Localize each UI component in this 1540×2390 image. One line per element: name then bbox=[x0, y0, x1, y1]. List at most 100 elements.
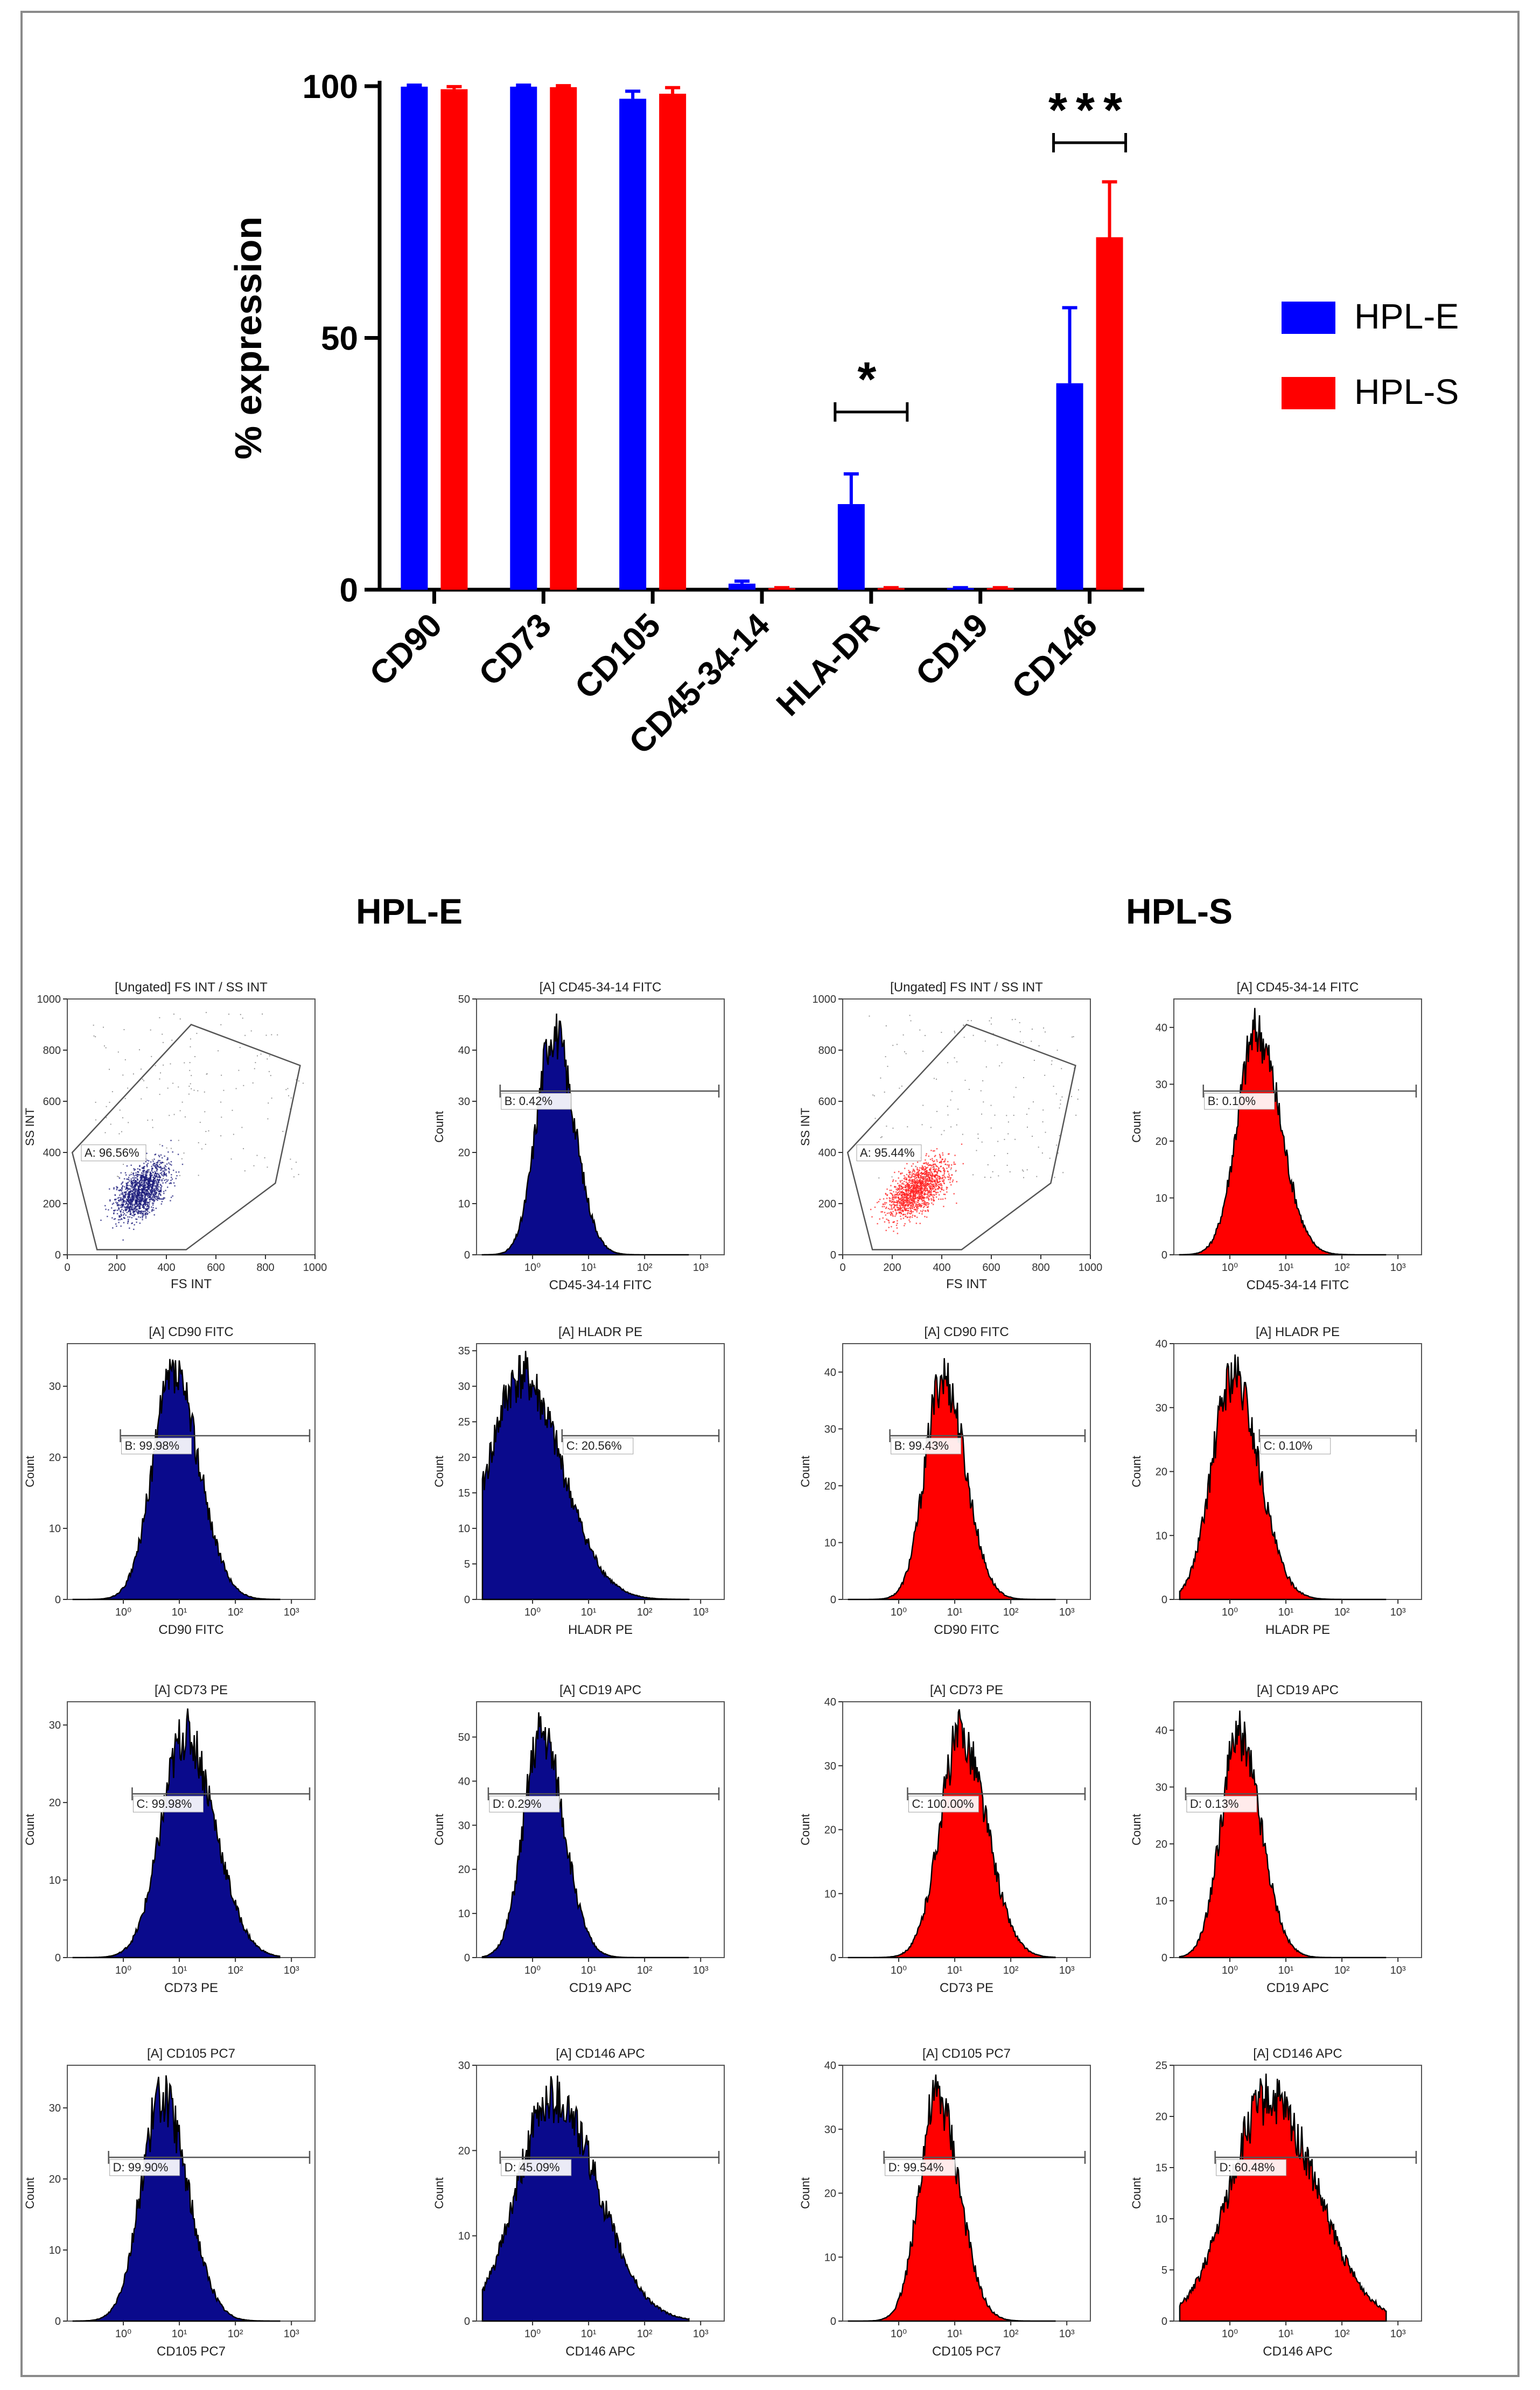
event-dot bbox=[147, 1193, 149, 1194]
event-dot bbox=[918, 1197, 919, 1199]
event-dot bbox=[912, 1185, 913, 1186]
event-dot bbox=[922, 1196, 923, 1198]
event-dot bbox=[160, 1163, 162, 1164]
bar-hpl-s-cd105 bbox=[659, 94, 687, 590]
y-tick-label: 0 bbox=[55, 1952, 61, 1964]
y-tick-label: 20 bbox=[49, 1797, 61, 1809]
event-dot bbox=[915, 1191, 917, 1192]
event-dot bbox=[927, 1195, 929, 1197]
event-dot bbox=[129, 1188, 131, 1190]
event-dot bbox=[141, 1190, 143, 1192]
event-dot bbox=[160, 1191, 162, 1192]
event-dot bbox=[932, 1158, 933, 1159]
event-dot bbox=[932, 1164, 933, 1166]
event-dot bbox=[147, 1180, 149, 1183]
event-dot bbox=[181, 1158, 183, 1159]
event-dot bbox=[929, 1164, 931, 1166]
event-dot bbox=[886, 1218, 887, 1220]
legend-swatch-hpl-s bbox=[1282, 377, 1335, 409]
event-dot bbox=[132, 1197, 134, 1199]
event-dot bbox=[128, 1207, 129, 1209]
event-dot bbox=[919, 1205, 920, 1207]
event-dot bbox=[125, 1207, 127, 1209]
y-axis-label: Count bbox=[1130, 1814, 1143, 1846]
event-dot bbox=[921, 1203, 923, 1205]
event-dot bbox=[913, 1200, 914, 1202]
event-dot bbox=[163, 1172, 165, 1174]
event-dot bbox=[921, 1187, 923, 1189]
event-dot bbox=[896, 1212, 898, 1214]
event-dot bbox=[907, 1194, 909, 1196]
panel-title: [A] HLADR PE bbox=[1256, 1325, 1340, 1339]
y-tick-label: 5 bbox=[464, 1559, 470, 1570]
event-dot bbox=[936, 1161, 938, 1162]
event-dot bbox=[151, 1210, 153, 1212]
event-dot bbox=[1038, 1045, 1040, 1046]
event-dot bbox=[145, 1179, 147, 1181]
event-dot bbox=[141, 1197, 143, 1199]
event-dot bbox=[161, 1180, 163, 1182]
event-dot bbox=[146, 1206, 148, 1207]
event-dot bbox=[93, 1024, 94, 1026]
event-dot bbox=[151, 1190, 153, 1191]
event-dot bbox=[909, 1221, 911, 1222]
event-dot bbox=[137, 1189, 138, 1191]
event-dot bbox=[898, 1185, 900, 1187]
event-dot bbox=[898, 1191, 899, 1193]
event-dot bbox=[122, 1117, 124, 1119]
event-dot bbox=[146, 1179, 148, 1180]
event-dot bbox=[905, 1208, 907, 1210]
event-dot bbox=[890, 1212, 892, 1214]
event-dot bbox=[168, 1167, 170, 1169]
event-dot bbox=[923, 1192, 926, 1194]
event-dot bbox=[157, 1161, 159, 1163]
event-dot bbox=[981, 1141, 983, 1143]
event-dot bbox=[145, 1171, 147, 1172]
event-dot bbox=[146, 1172, 149, 1174]
event-dot bbox=[123, 1191, 125, 1193]
event-dot bbox=[886, 1198, 888, 1199]
event-dot bbox=[956, 1203, 957, 1204]
event-dot bbox=[919, 1181, 921, 1183]
event-dot bbox=[927, 1182, 929, 1184]
event-dot bbox=[972, 1035, 974, 1036]
event-dot bbox=[884, 1221, 886, 1223]
event-dot bbox=[152, 1194, 154, 1196]
event-dot bbox=[132, 1193, 134, 1194]
event-dot bbox=[132, 1209, 134, 1211]
event-dot bbox=[122, 1074, 124, 1076]
event-dot bbox=[135, 1203, 137, 1205]
event-dot bbox=[163, 1064, 164, 1066]
event-dot bbox=[928, 1191, 930, 1193]
event-dot bbox=[118, 1204, 120, 1206]
event-dot bbox=[116, 1225, 117, 1227]
event-dot bbox=[142, 1204, 144, 1206]
event-dot bbox=[880, 1077, 881, 1079]
event-dot bbox=[137, 1179, 139, 1181]
event-dot bbox=[134, 1196, 136, 1198]
event-dot bbox=[912, 1195, 914, 1197]
event-dot bbox=[898, 1211, 900, 1213]
event-dot bbox=[900, 1197, 902, 1199]
event-dot bbox=[1023, 1177, 1025, 1178]
event-dot bbox=[155, 1176, 156, 1178]
event-dot bbox=[941, 1134, 942, 1135]
event-dot bbox=[159, 1160, 161, 1162]
event-dot bbox=[994, 1155, 996, 1156]
event-dot bbox=[899, 1205, 900, 1206]
y-tick-label: 50 bbox=[458, 994, 470, 1005]
event-dot bbox=[139, 1177, 141, 1179]
event-dot bbox=[130, 1178, 132, 1180]
event-dot bbox=[137, 1175, 139, 1177]
event-dot bbox=[891, 1226, 892, 1228]
y-tick-label: 10 bbox=[824, 2252, 836, 2263]
event-dot bbox=[133, 1186, 135, 1188]
event-dot bbox=[932, 1178, 933, 1180]
y-tick-label: 15 bbox=[1156, 2162, 1167, 2174]
event-dot bbox=[929, 1196, 930, 1197]
event-dot bbox=[927, 1180, 929, 1182]
event-dot bbox=[122, 1185, 123, 1187]
event-dot bbox=[125, 1187, 128, 1189]
x-axis-label: CD90 FITC bbox=[934, 1623, 999, 1637]
event-dot bbox=[1045, 1131, 1046, 1133]
